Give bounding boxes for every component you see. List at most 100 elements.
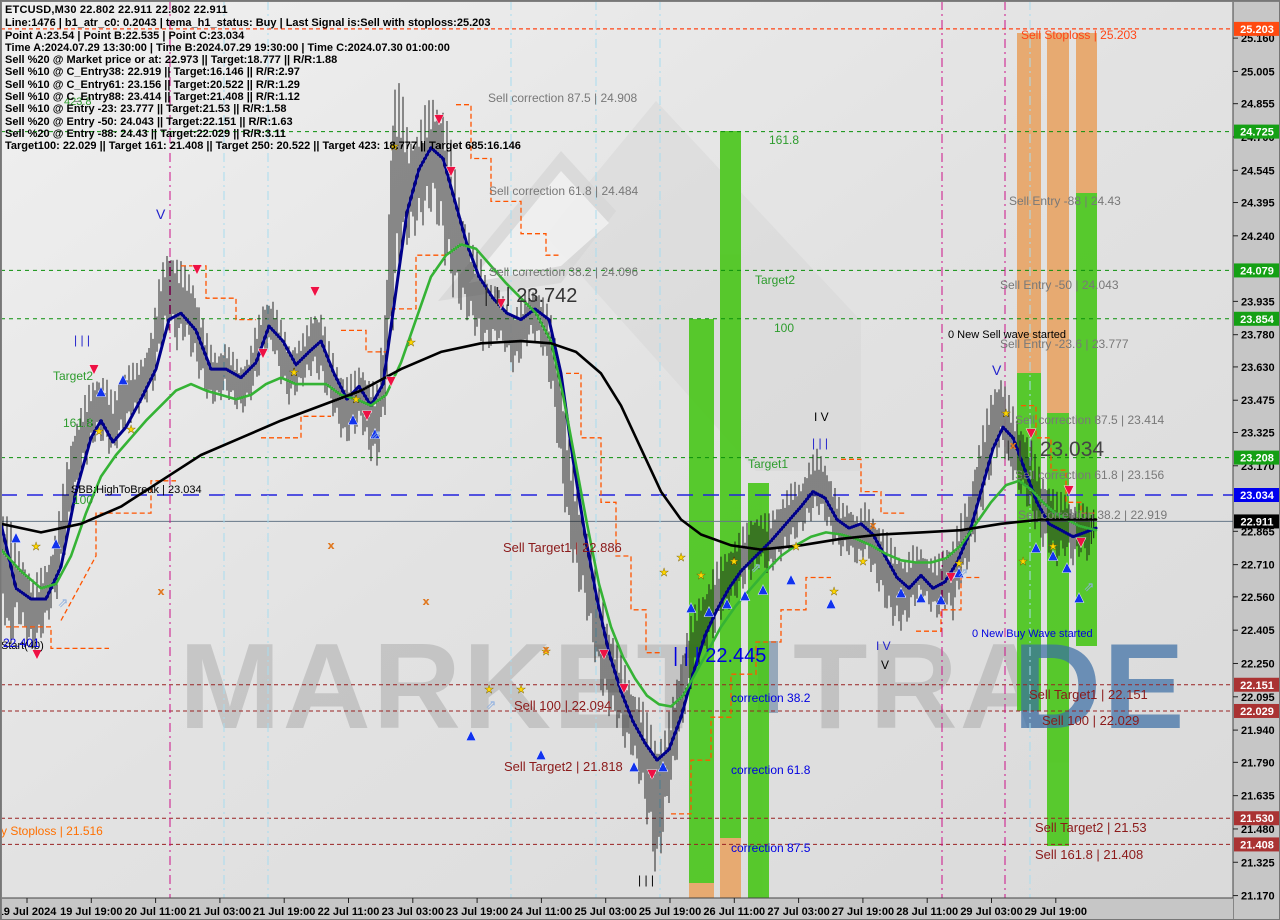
sell-arrow-icon: ▼ [192,262,202,277]
hollow-arrow-icon: ⇗ [486,698,497,713]
chart-label: Target2 [53,369,93,383]
time-tick-label: 26 Jul 11:00 [703,906,765,918]
sell-arrow-icon: ▼ [362,408,372,423]
sell-arrow-icon: ▼ [386,374,396,389]
time-tick-label: 20 Jul 11:00 [125,906,187,918]
price-tick-label: 25.160 [1241,33,1275,45]
time-axis[interactable]: 19 Jul 2024 19 Jul 19:00 20 Jul 11:00 21 Ju… [1,897,1233,920]
buy-arrow-icon: ▲ [722,596,732,611]
price-badge-bg [1234,450,1279,465]
sell-arrow-icon: ▼ [1026,426,1036,441]
star-icon: ★ [289,366,299,379]
star-icon: ★ [858,555,868,568]
time-tick-label: 24 Jul 11:00 [511,906,573,918]
chart-label: | | | 22.445 [673,645,766,667]
star-icon: ★ [954,557,964,570]
price-badge-bg [1234,311,1279,326]
chart-label: Sell Entry -88 | 24.43 [1009,194,1121,208]
chart-label: | | | 23.034 [1006,438,1104,461]
x-mark-icon: x [1009,439,1016,452]
price-badge-bg [1234,837,1279,852]
star-icon: ★ [696,569,706,582]
buy-arrow-icon: ▲ [658,759,668,774]
star-icon: ★ [389,140,399,153]
buy-arrow-icon: ▲ [826,596,836,611]
chart-label: 423.8 [64,96,92,108]
logo-highlight-icon [469,171,609,283]
buy-arrow-icon: ▲ [51,536,61,551]
signal-markers: ▼▼▼▼▼▼▼▼▼▼▼▼▼▼▼▼▼▲ ▲▲▲▲▲▲▲▲ ▲▲ ▲▲▲ ▲▲▲▲ ▲ ▲▲▲▲… [11,112,1095,782]
sell-arrow-icon: ▼ [619,681,629,696]
x-mark-icon: x [157,585,164,598]
chart-label: 22.401 [3,636,40,650]
buy-arrow-icon: ▲ [786,572,796,587]
atr-trail-segment [916,576,981,632]
buy-arrow-icon: ▲ [370,426,380,441]
time-tick-label: 29 Jul 03:00 [960,906,1022,918]
buy-arrow-icon: ▲ [466,728,476,743]
buy-arrow-icon: ▲ [686,600,696,615]
band-segment [689,319,714,883]
buy-arrow-icon: ▲ [936,592,946,607]
chart-label: correction 61.8 [731,763,811,777]
chart-label: V [156,206,166,222]
price-axis[interactable]: 25.16025.00524.85524.70024.54524.39524.2… [1232,1,1280,920]
price-tick-label: 21.790 [1241,757,1275,769]
price-badge: 22.911 [1234,514,1279,529]
price-badge-bg [1234,703,1279,718]
ma-line-tema_fast [1,146,1098,762]
ma-line-ma_slow_black [1,339,1098,551]
time-tick-label: 21 Jul 19:00 [253,906,315,918]
buy-arrow-icon: ▲ [954,565,964,580]
chart-label: Sell Target2 | 21.53 [1035,820,1147,835]
price-tick-label: 23.325 [1241,427,1275,439]
time-tick-label: 27 Jul 19:00 [832,906,894,918]
time-tick-label: 19 Jul 2024 [1,906,57,918]
chart-label: Sell correction 38.2 | 22.919 [1018,508,1168,522]
ma-line-ma_green [1,243,1098,708]
star-icon: ★ [541,645,551,658]
sell-arrow-icon: ▼ [446,164,456,179]
chart-label: Sell Entry -23.6 | 23.777 [1000,337,1129,351]
band-segment [689,883,714,898]
atr-trail-segment [671,576,831,815]
fib-bands [689,33,1097,898]
star-icon: ★ [31,540,41,553]
buy-arrow-icon: ▲ [916,590,926,605]
band-segment [1017,373,1041,711]
chart-label: 100 [774,321,794,335]
hollow-arrow-icon: ⇗ [371,428,382,443]
chart-label: | | | [812,436,828,450]
band-segment [1017,33,1041,373]
buy-arrow-icon: ▲ [758,582,768,597]
chart-label: | | | 23.742 [484,285,577,307]
star-icon: ★ [484,683,494,696]
time-axis-bg[interactable] [1,898,1233,920]
chart-label: V [992,362,1002,378]
time-tick-label: 23 Jul 19:00 [446,906,508,918]
chart-label: Sell correction 87.5 | 24.908 [488,91,638,105]
chart-label: 100 [73,493,93,507]
chart-label: SBB:HighToBreak | 23.034 [71,484,202,496]
price-tick-label: 22.405 [1241,625,1275,637]
buy-arrow-icon: ▲ [740,588,750,603]
price-badge-bg [1234,124,1279,139]
star-icon: ★ [351,393,361,406]
price-badge-label: 24.725 [1240,127,1274,139]
chart-label: Sell Target1 | 22.151 [1029,687,1148,702]
atr-trail-segment [1021,404,1096,514]
price-tick-label: 22.710 [1241,560,1275,572]
chart-label: Sell 161.8 | 21.408 [1035,847,1143,862]
x-mark-icon: x [327,539,334,552]
time-lines [169,1,1031,898]
price-tick-label: 23.475 [1241,395,1275,407]
price-badge-bg [1234,488,1279,502]
price-badge-label: 21.408 [1240,839,1274,851]
star-icon: ★ [516,683,526,696]
chart-label: Start(40) [1,640,44,652]
chart-label: Sell Target1 | 22.886 [503,540,622,555]
sell-arrow-icon: ▼ [258,346,268,361]
buy-arrow-icon: ▲ [11,530,21,545]
